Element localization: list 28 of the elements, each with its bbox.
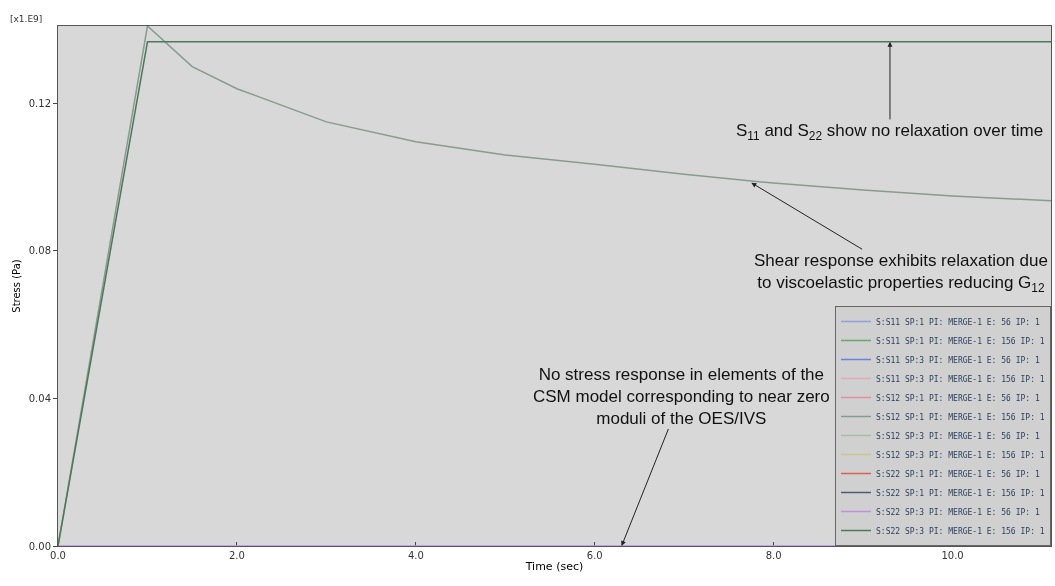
text: [x1.E9] xyxy=(10,14,43,24)
legend-label: S:S22 SP:1 PI: MERGE-1 E: 156 IP: 1 xyxy=(876,488,1045,498)
legend-label: S:S11 SP:1 PI: MERGE-1 E: 56 IP: 1 xyxy=(876,317,1040,327)
x-tick-label: 6.0 xyxy=(586,550,603,561)
x-tick-label: 8.0 xyxy=(765,550,782,561)
x-tick-label: 2.0 xyxy=(228,550,245,561)
legend-label: S:S12 SP:3 PI: MERGE-1 E: 56 IP: 1 xyxy=(876,431,1040,441)
y-tick-label: 0.04 xyxy=(28,392,51,404)
annotation: No stress response in elements of the CSM model corresponding to near zero moduli of the OES/IVS xyxy=(533,365,830,429)
legend-label: S:S11 SP:1 PI: MERGE-1 E: 156 IP: 1 xyxy=(876,336,1045,346)
legend-label: S:S12 SP:1 PI: MERGE-1 E: 156 IP: 1 xyxy=(876,412,1045,422)
x-axis-title: Time (sec) xyxy=(524,560,584,574)
x-tick-label: 10.0 xyxy=(941,550,964,561)
x-tick-label: 4.0 xyxy=(407,550,424,561)
legend-label: S:S12 SP:1 PI: MERGE-1 E: 56 IP: 1 xyxy=(876,393,1040,403)
legend-label: S:S11 SP:3 PI: MERGE-1 E: 156 IP: 1 xyxy=(876,374,1045,384)
legend-label: S:S22 SP:1 PI: MERGE-1 E: 56 IP: 1 xyxy=(876,469,1040,479)
y-tick-label: 0.08 xyxy=(28,245,51,257)
legend-label: S:S12 SP:3 PI: MERGE-1 E: 156 IP: 1 xyxy=(876,450,1045,460)
y-tick-label: 0.00 xyxy=(28,540,51,552)
annotation: Shear response exhibits relaxation due to viscoelastic properties reducing G$_{12}$ xyxy=(754,251,1048,295)
legend-label: S:S11 SP:3 PI: MERGE-1 E: 56 IP: 1 xyxy=(876,355,1040,365)
legend-label: S:S22 SP:3 PI: MERGE-1 E: 156 IP: 1 xyxy=(876,526,1045,536)
annotation: S$_{11}$ and S$_{22}$ show no relaxation over time xyxy=(736,121,1044,143)
x-tick-label: 0.0 xyxy=(50,550,66,561)
y-axis-title: Stress (Pa) xyxy=(10,259,22,313)
legend-label: S:S22 SP:3 PI: MERGE-1 E: 56 IP: 1 xyxy=(876,507,1040,517)
y-tick-label: 0.12 xyxy=(28,97,51,109)
